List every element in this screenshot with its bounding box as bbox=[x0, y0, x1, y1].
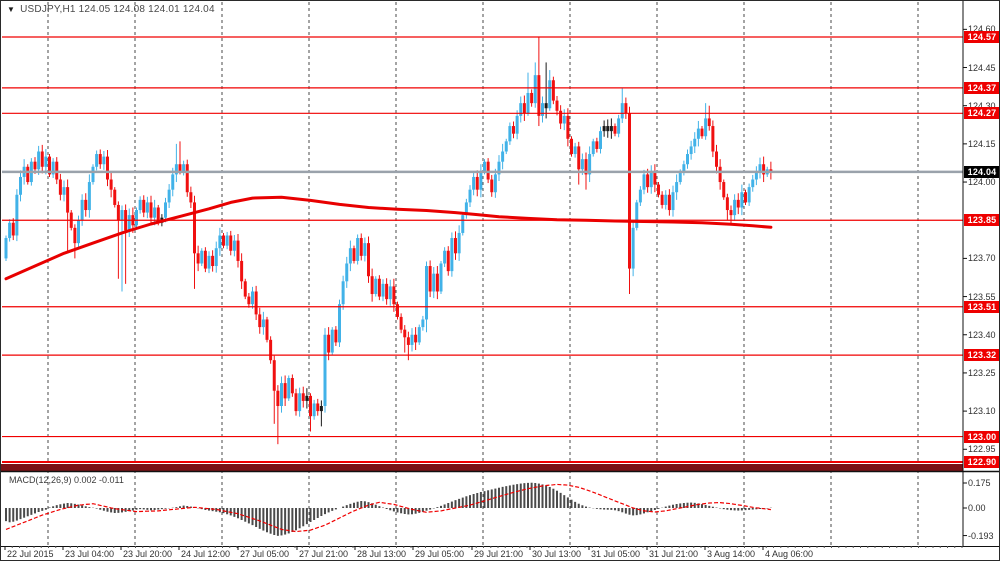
time-tick-label: 4 Aug 06:00 bbox=[765, 549, 814, 559]
macd-indicator-label: MACD(12,26,9) 0.002 -0.011 bbox=[9, 475, 124, 485]
level-lines bbox=[2, 36, 963, 463]
time-tick-label: 30 Jul 13:00 bbox=[532, 549, 582, 559]
price-tick-label: 122.95 bbox=[968, 444, 996, 455]
macd-tick-label: 0.175 bbox=[968, 478, 991, 488]
candles-layer bbox=[4, 36, 773, 445]
level-price-badge: 123.00 bbox=[964, 430, 999, 443]
symbol-title-text: USDJPY,H1 124.05 124.08 124.01 124.04 bbox=[20, 4, 215, 15]
price-tick-label: 124.00 bbox=[968, 177, 996, 188]
time-tick-label: 29 Jul 05:00 bbox=[415, 549, 465, 559]
symbol-title: ▼ USDJPY,H1 124.05 124.08 124.01 124.04 bbox=[7, 4, 215, 15]
level-price-badge: 123.51 bbox=[964, 300, 999, 313]
price-tick-label: 123.25 bbox=[968, 367, 996, 378]
macd-tick-label: 0.00 bbox=[968, 503, 986, 513]
period-separators bbox=[47, 2, 919, 546]
time-tick-label: 27 Jul 21:00 bbox=[299, 549, 349, 559]
time-tick-label: 23 Jul 20:00 bbox=[123, 549, 173, 559]
level-price-badge: 124.27 bbox=[964, 107, 999, 120]
price-tick-label: 123.70 bbox=[968, 253, 996, 264]
level-price-badge: 123.85 bbox=[964, 214, 999, 227]
time-tick-label: 23 Jul 04:00 bbox=[65, 549, 115, 559]
macd-tick-label: -0.193 bbox=[968, 530, 994, 541]
time-tick-label: 29 Jul 21:00 bbox=[474, 549, 524, 559]
price-tick-label: 124.45 bbox=[968, 62, 996, 73]
level-price-badge: 123.32 bbox=[964, 349, 999, 362]
pane-divider bbox=[1, 464, 999, 473]
price-tick-label: 124.15 bbox=[968, 138, 996, 149]
time-tick-label: 3 Aug 14:00 bbox=[707, 549, 756, 559]
axes-frame bbox=[1, 1, 999, 550]
moving-average-line bbox=[4, 195, 773, 281]
price-tick-label: 124.60 bbox=[968, 24, 996, 35]
price-tick-label: 124.30 bbox=[968, 100, 996, 111]
price-tick-label: 123.10 bbox=[968, 406, 996, 417]
price-tick-label: 123.55 bbox=[968, 291, 996, 302]
time-tick-label: 31 Jul 05:00 bbox=[591, 549, 641, 559]
dropdown-arrow-icon: ▼ bbox=[7, 5, 16, 14]
price-tick-label: 123.40 bbox=[968, 329, 996, 340]
time-tick-label: 28 Jul 13:00 bbox=[357, 549, 407, 559]
time-tick-label: 31 Jul 21:00 bbox=[649, 549, 699, 559]
level-price-badge: 124.37 bbox=[964, 81, 999, 94]
current-price-badge: 124.04 bbox=[964, 165, 999, 178]
level-price-badge: 124.57 bbox=[964, 30, 999, 43]
time-tick-label: 22 Jul 2015 bbox=[7, 549, 54, 559]
macd-signal-line bbox=[5, 483, 771, 533]
level-price-badge: 122.90 bbox=[964, 456, 999, 468]
macd-histogram bbox=[5, 482, 772, 536]
time-tick-label: 27 Jul 05:00 bbox=[240, 549, 290, 559]
time-tick-label: 24 Jul 12:00 bbox=[181, 549, 231, 559]
